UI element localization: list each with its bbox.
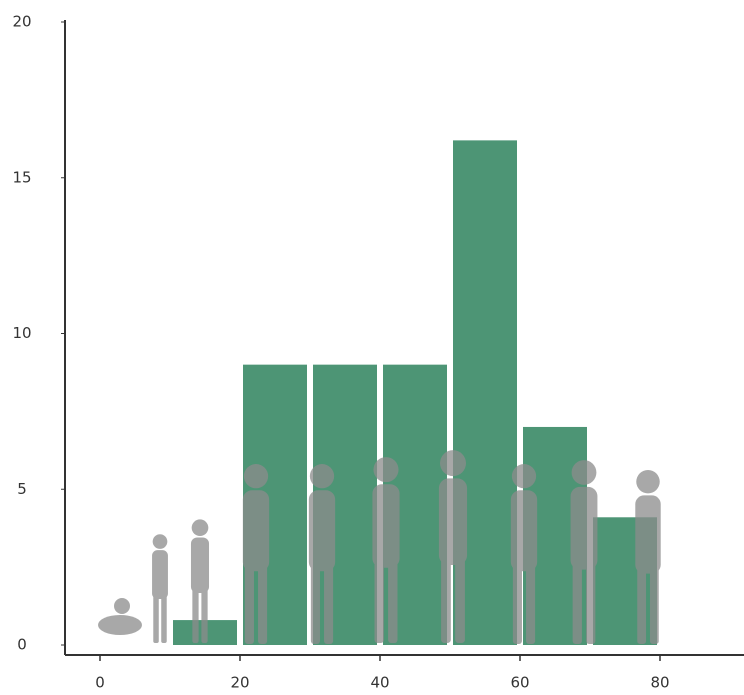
y-tick-label: 5 bbox=[17, 480, 27, 498]
y-tick-label: 20 bbox=[12, 13, 31, 31]
y-tick-label: 10 bbox=[12, 324, 31, 342]
x-tick-label: 20 bbox=[230, 674, 249, 692]
y-tick-label: 15 bbox=[12, 168, 31, 186]
x-tick-label: 60 bbox=[510, 674, 529, 692]
x-tick-label: 0 bbox=[95, 674, 105, 692]
baby-head bbox=[114, 598, 130, 614]
x-tick-label: 80 bbox=[650, 674, 669, 692]
child-silhouette bbox=[152, 534, 168, 643]
chart: 0 5 10 15 20 0 20 40 60 80 bbox=[0, 0, 744, 695]
silhouettes bbox=[98, 450, 661, 644]
baby-silhouette bbox=[98, 615, 142, 635]
x-tick-label: 40 bbox=[370, 674, 389, 692]
y-tick-label: 0 bbox=[17, 636, 27, 654]
